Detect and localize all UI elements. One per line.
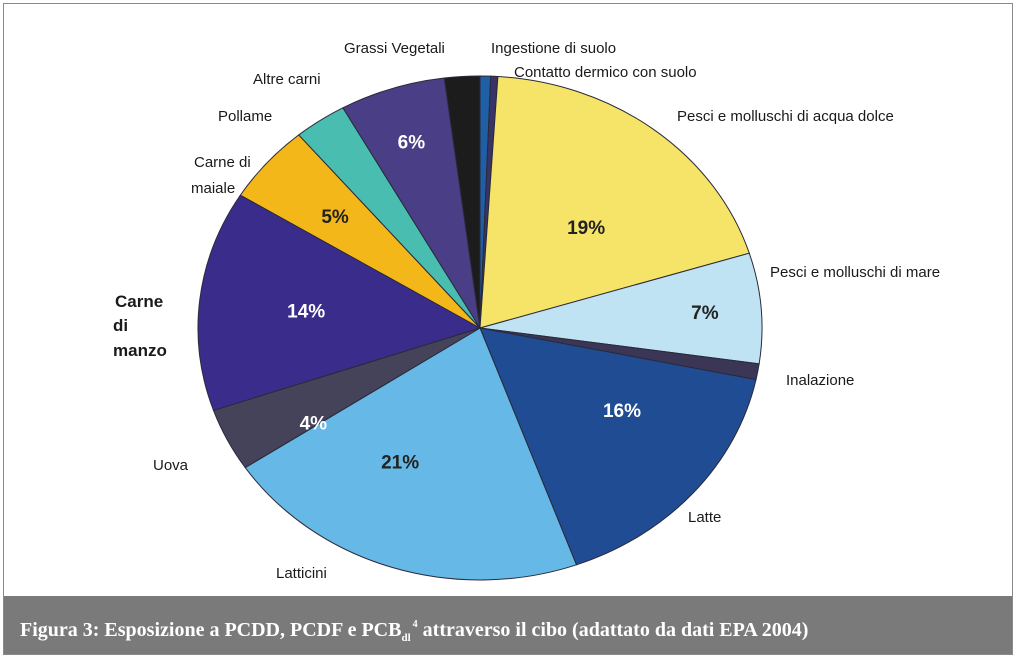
figure-frame: 19% 7% 16% 21% 4% 14% 5% 6% Grassi Vegetali Inges… — [3, 3, 1013, 655]
slice-value-label-uova: 4% — [300, 413, 328, 434]
category-label-carne-di-14: Carne di — [194, 154, 251, 171]
slice-value-label-pesci-e-molluschi-di-mare: 7% — [691, 303, 719, 324]
pie-slice-pesci-e-molluschi-di-mare — [479, 252, 763, 365]
slice-value-label-carne-di-manzo: 14% — [287, 302, 325, 323]
figure-caption: Figura 3: Esposizione a PCDD, PCDF e PCB… — [4, 596, 1012, 654]
category-label-latticini-7: Latticini — [276, 565, 327, 582]
slice-value-label-carne-di-maiale: 5% — [321, 207, 349, 228]
category-label-uova-8: Uova — [153, 457, 189, 474]
category-label-maiale-15: maiale — [191, 180, 235, 197]
slice-value-label-latte: 16% — [603, 401, 641, 422]
caption-subscript: dl — [401, 632, 411, 644]
category-label-pesci-e-molluschi-di-acqua-dolce-3: Pesci e molluschi di acqua dolce — [677, 108, 894, 125]
pie-slice-grassi-vegetali — [443, 75, 481, 329]
caption-superscript: 4 — [412, 619, 418, 630]
category-label-altre-carni-13: Altre carni — [253, 71, 321, 88]
category-label-inalazione-5: Inalazione — [786, 372, 854, 389]
category-label-grassi-vegetali-0: Grassi Vegetali — [344, 40, 445, 57]
pie-slice-pesci-e-molluschi-di-acqua-dolce — [479, 75, 750, 329]
pie-slice-latte — [479, 327, 757, 566]
pie-slice-latticini — [244, 327, 578, 581]
caption-prefix: Figura 3: Esposizione a PCDD, PCDF e PCB — [20, 619, 402, 641]
category-label-latte-6: Latte — [688, 509, 721, 526]
pie-slice-carne-di-manzo — [197, 194, 482, 412]
category-label-manzo-11: manzo — [113, 341, 167, 360]
category-label-pesci-e-molluschi-di-mare-4: Pesci e molluschi di mare — [770, 264, 940, 281]
category-label-pollame-12: Pollame — [218, 108, 272, 125]
category-label-carne-9: Carne — [115, 292, 163, 311]
pie-chart: 19% 7% 16% 21% 4% 14% 5% 6% Grassi Vegetali Inges… — [113, 40, 940, 582]
slice-value-label-latticini: 21% — [381, 452, 419, 473]
caption-suffix: attraverso il cibo (adattato da dati EPA… — [417, 619, 809, 641]
slice-value-label-altre-carni: 6% — [398, 132, 426, 153]
category-label-contatto-dermico-con-suolo-2: Contatto dermico con suolo — [514, 64, 697, 81]
slice-value-label-pesci-e-molluschi-di-acqua-dolce: 19% — [567, 218, 605, 239]
category-label-ingestione-di-suolo-1: Ingestione di suolo — [491, 40, 616, 57]
category-label-di-10: di — [113, 316, 128, 335]
